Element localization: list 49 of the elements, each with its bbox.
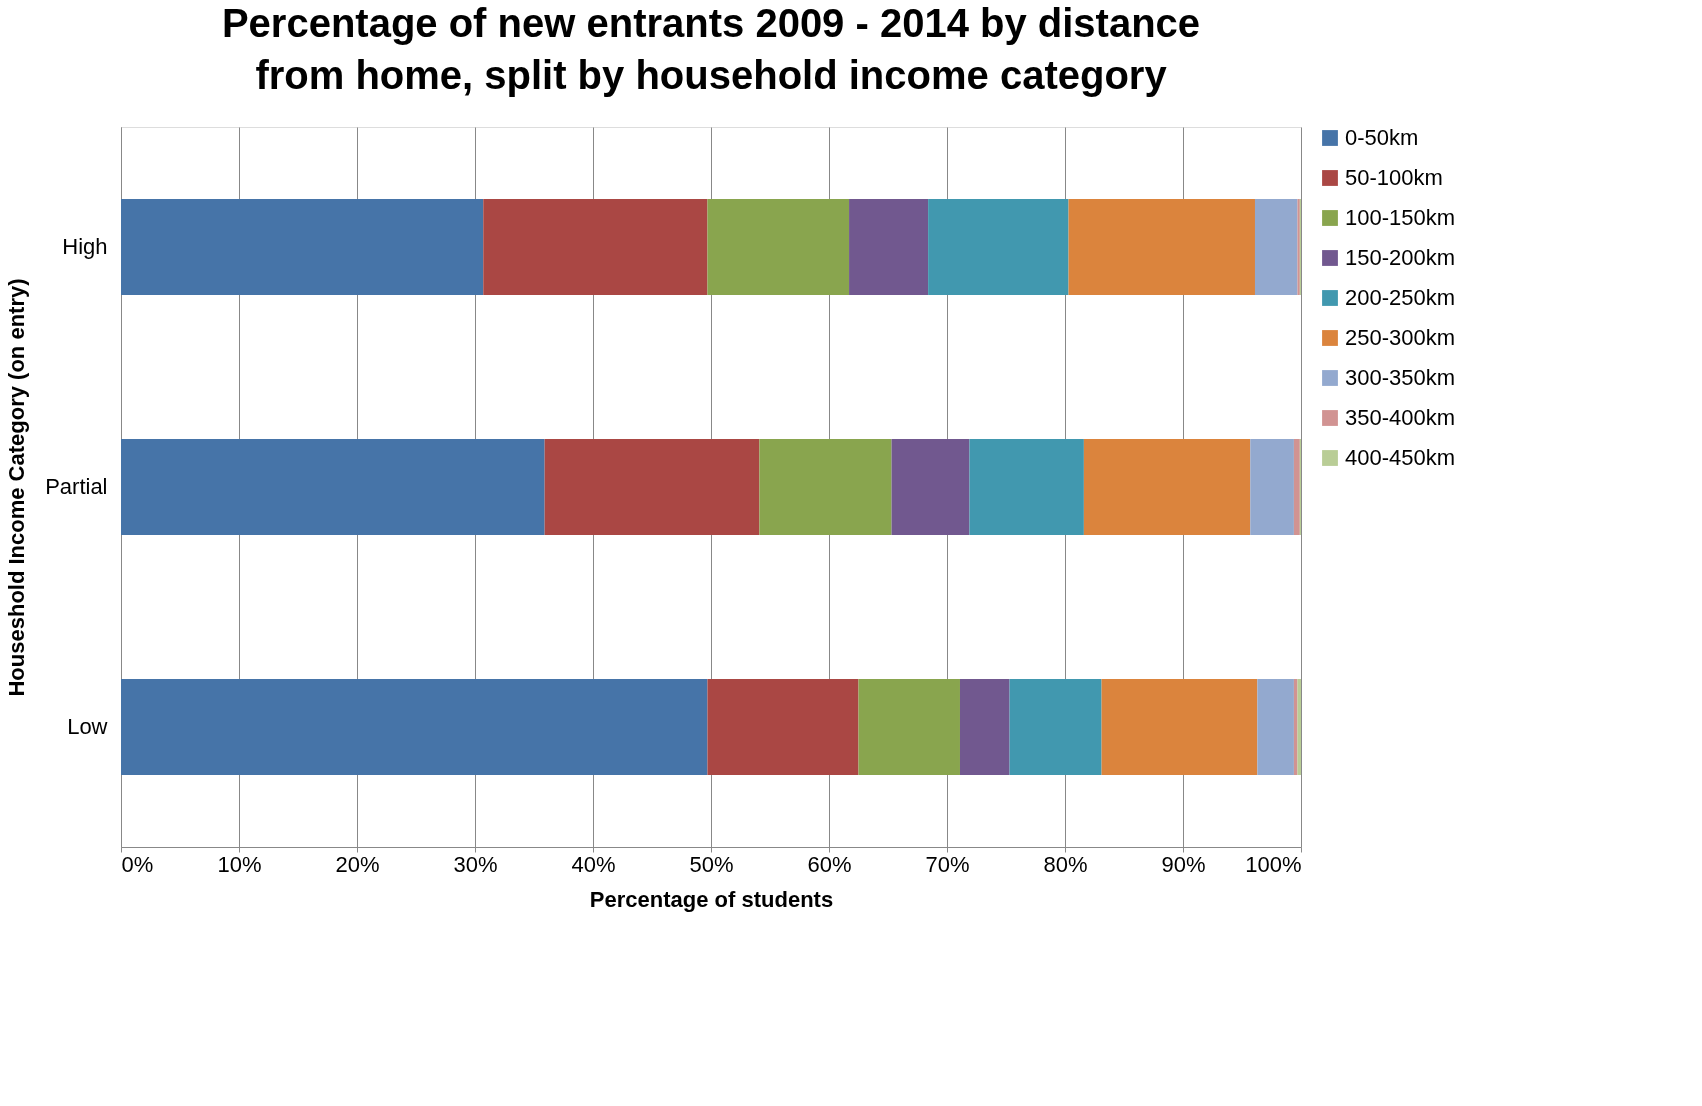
bar	[1293, 439, 1300, 535]
bar	[1254, 199, 1298, 295]
bar	[1068, 199, 1255, 295]
bar	[707, 199, 850, 295]
x-tick-label: 50%	[689, 851, 734, 877]
legend-label: 400-450km	[1345, 445, 1456, 470]
x-tick-label: 40%	[571, 851, 616, 877]
x-tick-label: 100%	[1245, 851, 1302, 877]
legend-label: 200-250km	[1345, 285, 1456, 310]
bar	[483, 199, 708, 295]
x-tick-label: 90%	[1161, 851, 1206, 877]
bar	[707, 679, 859, 775]
bar	[1297, 679, 1301, 775]
bar	[544, 439, 760, 535]
bar	[1009, 679, 1102, 775]
x-axis-title: Percentage of students	[589, 886, 834, 912]
legend-label: 100-150km	[1345, 205, 1456, 230]
x-tick-label: 30%	[453, 851, 498, 877]
bar	[969, 439, 1084, 535]
bar	[858, 679, 960, 775]
legend-label: 350-400km	[1345, 405, 1456, 430]
x-tick-label: 10%	[217, 851, 262, 877]
bar	[891, 439, 970, 535]
y-tick-label: High	[62, 234, 108, 259]
legend-label: 150-200km	[1345, 245, 1456, 270]
x-tick-label: 60%	[807, 851, 852, 877]
bar	[849, 199, 929, 295]
bar	[121, 199, 484, 295]
x-tick-label: 0%	[121, 851, 154, 877]
legend-label: 300-350km	[1345, 365, 1456, 390]
bar	[121, 679, 708, 775]
bar	[1257, 679, 1294, 775]
x-tick-label: 20%	[335, 851, 380, 877]
bar	[1083, 439, 1251, 535]
y-tick-label: Partial	[45, 474, 108, 499]
legend-label: 50-100km	[1345, 165, 1443, 190]
chart-title: Percentage of new entrants 2009 - 2014 by distance from home, split by household income category	[221, 1, 1201, 97]
bar	[121, 439, 545, 535]
bar	[1101, 679, 1258, 775]
bar	[959, 679, 1010, 775]
y-axis-title: Houseshold Income Category (on entry)	[4, 278, 30, 697]
bar	[1250, 439, 1294, 535]
y-tick-label: Low	[67, 714, 108, 739]
x-tick-label: 70%	[925, 851, 970, 877]
bar	[928, 199, 1069, 295]
bar	[759, 439, 892, 535]
x-tick-label: 80%	[1043, 851, 1088, 877]
legend-label: 250-300km	[1345, 325, 1456, 350]
legend-label: 0-50km	[1345, 125, 1419, 150]
